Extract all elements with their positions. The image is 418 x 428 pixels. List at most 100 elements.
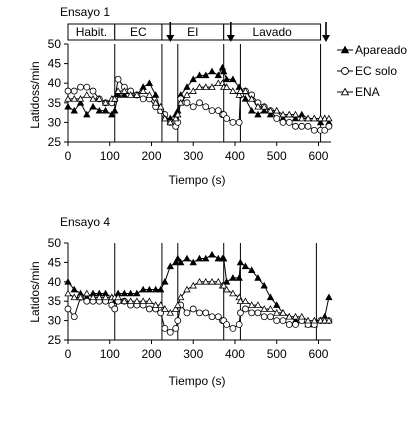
data-point [229,289,237,297]
x-tick-label: 200 [141,149,161,163]
legend-marker [340,87,350,96]
data-point [146,305,153,313]
y-tick-label: 40 [48,275,62,289]
data-point [279,309,287,316]
y-tick-label: 35 [48,96,62,110]
data-point [285,119,293,126]
data-point [220,254,228,262]
data-point [161,114,169,122]
data-point [196,99,203,107]
data-point [189,258,197,266]
data-point [267,313,274,321]
data-point [114,87,122,94]
data-point [223,321,231,328]
data-point [172,324,180,332]
data-point [195,254,204,262]
data-point [76,95,85,102]
data-point [316,118,325,126]
data-point [310,316,318,324]
x-tick-label: 300 [183,149,203,163]
data-point [183,83,191,90]
data-point [285,321,293,328]
data-point [174,317,182,325]
data-point [304,122,312,130]
data-point [321,126,329,134]
data-point [260,106,268,114]
data-point [70,87,78,95]
data-point [202,277,210,285]
data-point [298,312,306,320]
data-point [145,285,154,293]
data-point [95,293,103,301]
data-point [95,95,103,102]
data-point [151,98,160,106]
data-point [248,301,256,308]
data-point [189,87,197,94]
data-point [126,297,135,304]
data-point [83,110,91,118]
data-point [202,309,210,317]
data-point [133,297,141,304]
data-point [151,285,160,293]
data-point [111,106,119,114]
data-point [202,254,210,262]
x-tick-label: 400 [225,347,245,361]
data-point [304,316,312,324]
data-point [77,83,84,91]
data-point [174,110,182,118]
data-point [292,122,299,130]
data-point [248,95,256,102]
data-point [64,102,72,110]
data-point [260,102,268,110]
data-point [172,114,180,122]
data-point [214,107,222,115]
data-point [310,126,318,134]
data-point [291,114,300,122]
data-point [260,313,268,321]
legend-label-apareado: Apareado [355,43,407,57]
data-point [208,67,216,75]
data-point [273,301,281,308]
data-point [325,316,333,324]
x-tick-label: 600 [308,149,328,163]
x-tick-label: 100 [100,347,120,361]
data-point [183,99,191,107]
data-point [298,114,306,122]
legend-marker [340,45,350,54]
data-point [145,297,154,304]
data-point [229,119,237,126]
data-point [172,258,180,266]
data-point [177,293,185,301]
data-point [111,305,119,313]
data-point [172,305,180,312]
data-point [120,297,129,304]
data-point [139,95,147,103]
y-tick-label: 30 [48,115,62,129]
data-point [235,321,243,328]
data-point [151,91,160,98]
data-point [279,317,287,325]
data-point [273,115,281,122]
x-tick-label: 0 [65,347,72,361]
chart-title: Ensayo 1 [60,5,110,19]
data-point [220,67,228,75]
data-point [202,71,210,79]
data-point [285,312,293,320]
data-point [214,71,222,79]
data-point [266,110,275,118]
data-point [223,115,231,122]
data-point [189,281,197,289]
data-point [166,328,174,336]
data-point [83,297,91,305]
data-point [254,102,262,110]
data-point [166,118,174,126]
data-point [145,91,154,98]
data-point [208,83,216,90]
data-point [133,91,141,98]
data-point [70,106,78,114]
data-point [95,106,103,114]
data-point [114,75,122,83]
data-point [248,309,256,317]
data-point [114,293,122,301]
